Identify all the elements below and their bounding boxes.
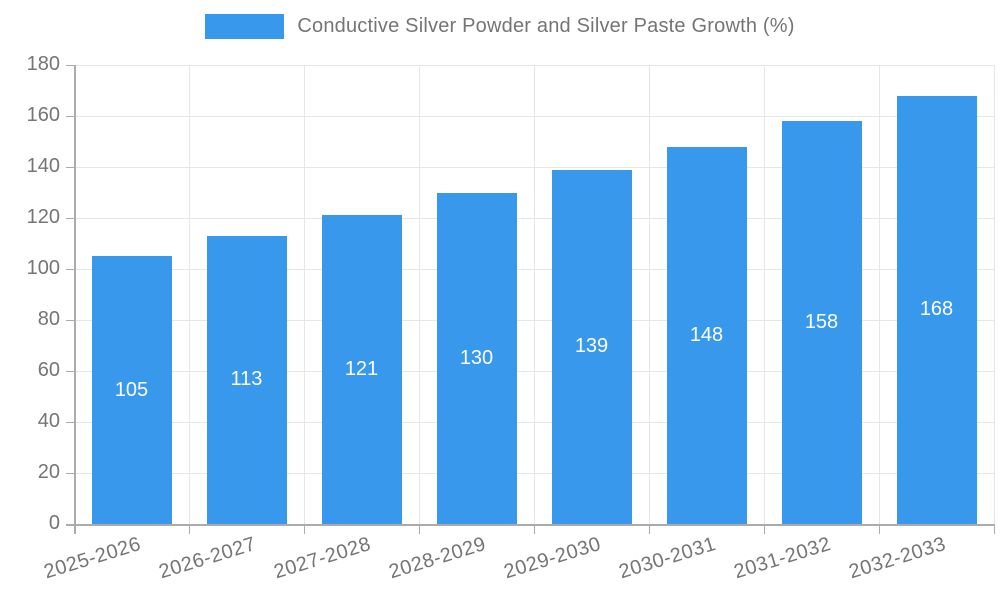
y-tick-mark <box>66 65 74 66</box>
y-tick-label: 120 <box>26 206 60 229</box>
bar[interactable]: 121 <box>321 215 402 524</box>
x-tick-mark <box>764 524 765 534</box>
x-tick-label: 2032-2033 <box>846 533 949 584</box>
bar[interactable]: 148 <box>666 146 747 524</box>
y-tick-label: 160 <box>26 104 60 127</box>
gridline-v <box>419 65 420 524</box>
x-tick-mark <box>879 524 880 534</box>
gridline-v <box>304 65 305 524</box>
gridline-v <box>764 65 765 524</box>
x-tick-label: 2027-2028 <box>271 533 374 584</box>
bar[interactable]: 105 <box>91 256 172 524</box>
y-axis-line <box>74 65 76 534</box>
bar-value-label: 113 <box>230 368 263 391</box>
y-tick-label: 140 <box>26 155 60 178</box>
x-tick-mark <box>649 524 650 534</box>
y-tick-mark <box>66 269 74 270</box>
bar-value-label: 168 <box>919 298 954 321</box>
y-tick-mark <box>66 167 74 168</box>
x-tick-label: 2031-2032 <box>731 533 834 584</box>
x-tick-mark <box>534 524 535 534</box>
bar[interactable]: 139 <box>551 169 632 524</box>
legend-swatch-icon <box>205 14 285 39</box>
y-tick-mark <box>66 218 74 219</box>
x-tick-mark <box>304 524 305 534</box>
y-tick-label: 20 <box>37 461 60 484</box>
x-tick-mark <box>189 524 190 534</box>
y-tick-mark <box>66 116 74 117</box>
bar-value-label: 158 <box>804 311 839 334</box>
bar-value-label: 130 <box>459 346 494 369</box>
x-tick-label: 2026-2027 <box>156 533 259 584</box>
y-tick-mark <box>66 473 74 474</box>
y-tick-label: 40 <box>37 410 60 433</box>
gridline-v <box>189 65 190 524</box>
gridline-v <box>879 65 880 524</box>
x-tick-label: 2030-2031 <box>616 533 719 584</box>
x-axis-line <box>66 524 994 526</box>
y-tick-label: 80 <box>37 308 60 331</box>
y-tick-mark <box>66 371 74 372</box>
y-tick-mark <box>66 422 74 423</box>
chart-legend[interactable]: Conductive Silver Powder and Silver Past… <box>0 14 1000 39</box>
gridline-v <box>994 65 995 524</box>
y-tick-label: 0 <box>48 512 60 535</box>
bar[interactable]: 158 <box>781 121 862 524</box>
y-tick-label: 180 <box>26 53 60 76</box>
bar[interactable]: 113 <box>206 235 287 524</box>
bar-value-label: 105 <box>114 378 149 401</box>
legend-label: Conductive Silver Powder and Silver Past… <box>297 15 795 37</box>
x-tick-label: 2028-2029 <box>386 533 489 584</box>
bar-value-label: 139 <box>574 335 609 358</box>
y-tick-mark <box>66 320 74 321</box>
x-tick-mark <box>419 524 420 534</box>
x-tick-mark <box>994 524 995 534</box>
x-tick-label: 2025-2026 <box>41 533 144 584</box>
bar[interactable]: 168 <box>896 95 977 524</box>
y-tick-label: 60 <box>37 359 60 382</box>
x-tick-label: 2029-2030 <box>501 533 604 584</box>
bar-value-label: 148 <box>689 323 724 346</box>
y-tick-label: 100 <box>26 257 60 280</box>
gridline-v <box>649 65 650 524</box>
bar-value-label: 121 <box>344 358 379 381</box>
bar[interactable]: 130 <box>436 192 517 524</box>
gridline-v <box>534 65 535 524</box>
